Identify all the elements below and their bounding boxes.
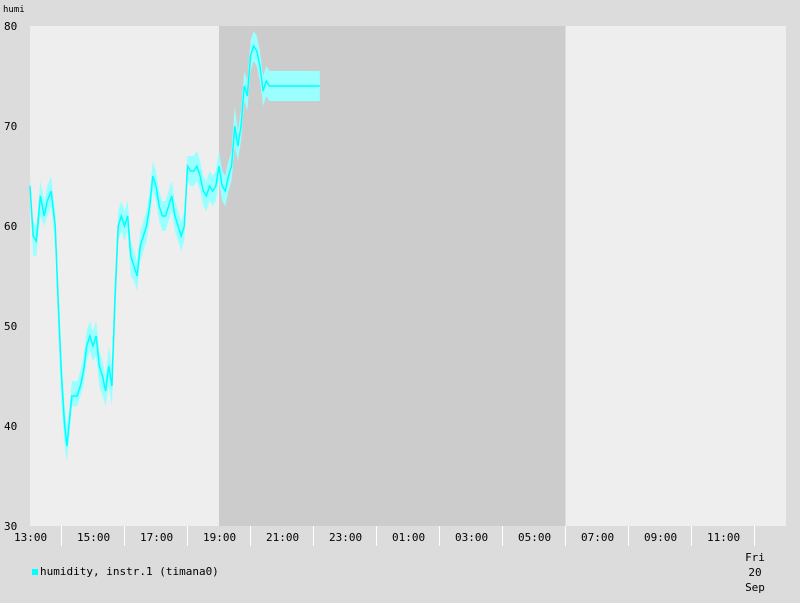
series-line bbox=[29, 44, 320, 447]
legend-label: humidity, instr.1 (timana0) bbox=[40, 565, 219, 578]
y-axis-title: humi bbox=[3, 5, 25, 15]
night-shading bbox=[219, 26, 566, 526]
y-tick-label: 50 bbox=[4, 320, 17, 333]
x-tick-label: 05:00 bbox=[518, 531, 551, 544]
series-line-group bbox=[29, 44, 320, 447]
x-tick-label: 03:00 bbox=[455, 531, 488, 544]
y-tick-label: 80 bbox=[4, 20, 17, 33]
series-band bbox=[30, 31, 320, 461]
y-tick-label: 70 bbox=[4, 120, 17, 133]
legend: humidity, instr.1 (timana0) bbox=[32, 565, 219, 578]
x-tick-label: 21:00 bbox=[266, 531, 299, 544]
series-min-max-band bbox=[30, 31, 320, 461]
x-tick-label: 01:00 bbox=[392, 531, 425, 544]
y-tick-label: 30 bbox=[4, 520, 17, 533]
x-axis: 13:00 15:00 17:00 19:00 21:00 23:00 01:00 03:00… bbox=[14, 526, 755, 546]
y-tick-label: 60 bbox=[4, 220, 17, 233]
x-tick-label: 17:00 bbox=[140, 531, 173, 544]
date-month: Sep bbox=[745, 581, 765, 594]
y-tick-label: 40 bbox=[4, 420, 17, 433]
x-tick-label: 13:00 bbox=[14, 531, 47, 544]
x-tick-label: 11:00 bbox=[707, 531, 740, 544]
date-day: Fri 20 bbox=[745, 551, 765, 579]
x-tick-label: 19:00 bbox=[203, 531, 236, 544]
x-tick-label: 15:00 bbox=[77, 531, 110, 544]
legend-swatch bbox=[32, 568, 38, 575]
night-region bbox=[219, 26, 566, 526]
date-label: Fri 20 Sep bbox=[736, 550, 774, 595]
x-tick-label: 23:00 bbox=[329, 531, 362, 544]
x-tick-label: 09:00 bbox=[644, 531, 677, 544]
x-tick-label: 07:00 bbox=[581, 531, 614, 544]
y-axis: 30 40 50 60 70 80 bbox=[4, 20, 17, 533]
